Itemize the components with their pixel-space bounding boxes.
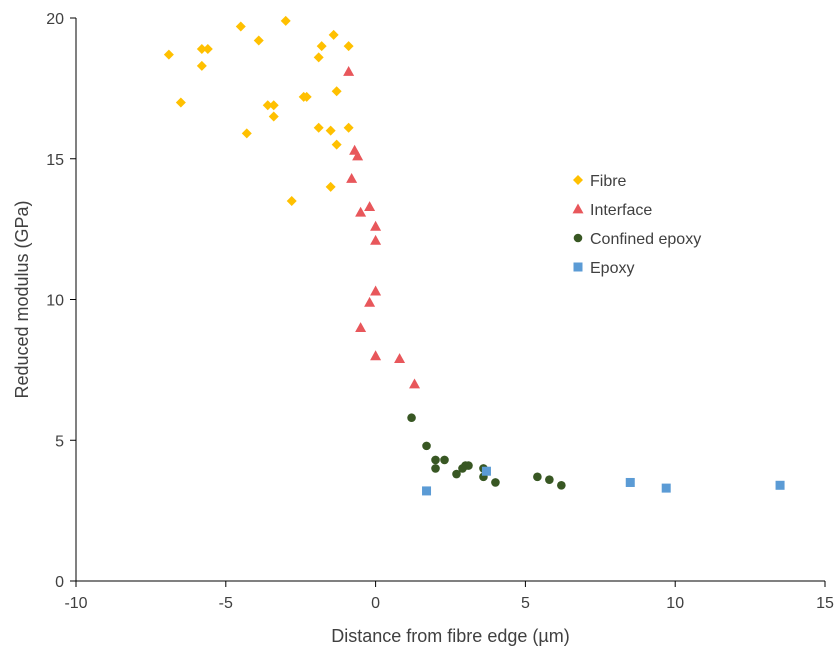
data-point <box>364 296 376 307</box>
data-point <box>440 455 449 465</box>
data-point <box>370 350 382 361</box>
data-point <box>370 220 382 231</box>
series-fibre <box>163 15 354 206</box>
data-point <box>458 464 467 473</box>
y-tick-label: 5 <box>55 433 64 450</box>
data-point <box>661 483 671 493</box>
y-tick-label: 20 <box>46 11 64 28</box>
data-point <box>422 441 431 451</box>
data-point <box>196 60 207 71</box>
data-point <box>313 52 324 63</box>
data-point <box>625 477 635 487</box>
legend-marker <box>573 175 583 185</box>
data-point <box>343 65 355 76</box>
data-point <box>394 353 406 364</box>
data-point <box>370 234 382 245</box>
data-point <box>325 125 336 136</box>
legend-label: Fibre <box>590 173 627 190</box>
series-epoxy <box>422 466 785 496</box>
y-axis-title: Reduced modulus (GPa) <box>12 200 32 398</box>
y-tick-label: 15 <box>46 152 64 169</box>
data-point <box>370 285 382 296</box>
data-point <box>163 49 174 60</box>
data-point <box>268 111 279 122</box>
data-point <box>286 195 297 206</box>
data-point <box>557 480 566 490</box>
data-point <box>452 469 461 479</box>
x-tick-label: 0 <box>371 595 380 612</box>
legend-label: Confined epoxy <box>590 231 701 248</box>
series-interface <box>343 65 421 389</box>
data-point <box>202 43 213 54</box>
y-tick-label: 10 <box>46 293 64 310</box>
data-point <box>422 486 432 496</box>
data-point <box>431 464 440 473</box>
data-point <box>481 466 491 476</box>
legend-marker <box>573 233 583 243</box>
x-axis-title: Distance from fibre edge (µm) <box>331 626 569 646</box>
x-tick-label: 5 <box>521 595 530 612</box>
data-point <box>253 35 264 46</box>
data-point <box>280 15 291 26</box>
data-point <box>268 100 279 111</box>
legend: Fibre Interface Confined epoxy Epoxy <box>572 173 701 277</box>
y-tick-label: 0 <box>55 574 64 591</box>
legend-marker <box>572 203 584 214</box>
data-point <box>343 122 354 133</box>
data-point <box>301 91 312 102</box>
data-point <box>343 41 354 52</box>
data-point <box>175 97 186 108</box>
data-point <box>241 128 252 139</box>
data-point <box>331 86 342 97</box>
data-point <box>331 139 342 150</box>
data-point <box>491 478 500 487</box>
legend-marker <box>573 262 583 272</box>
data-point <box>775 480 785 490</box>
data-point <box>313 122 324 133</box>
data-point <box>325 181 336 192</box>
series-confined-epoxy <box>407 413 566 490</box>
data-point <box>262 100 273 111</box>
data-point <box>316 41 327 52</box>
x-tick-label: 15 <box>816 595 834 612</box>
data-point <box>545 475 554 484</box>
data-point <box>355 206 367 217</box>
x-tick-label: -5 <box>219 595 233 612</box>
data-point <box>235 21 246 32</box>
data-point <box>533 472 542 482</box>
data-point <box>409 378 421 389</box>
data-point <box>407 413 416 423</box>
legend-label: Interface <box>590 202 652 219</box>
data-point <box>355 322 367 333</box>
data-points <box>163 15 785 496</box>
data-point <box>352 150 364 161</box>
data-point <box>346 172 358 183</box>
x-tick-label: 10 <box>666 595 684 612</box>
legend-label: Epoxy <box>590 260 634 277</box>
data-point <box>328 29 339 40</box>
x-tick-label: -10 <box>64 595 87 612</box>
data-point <box>431 455 440 465</box>
axes: -10 -5 0 5 10 15 0 5 10 15 20 <box>46 11 834 612</box>
data-point <box>364 201 376 212</box>
data-point <box>196 43 207 54</box>
